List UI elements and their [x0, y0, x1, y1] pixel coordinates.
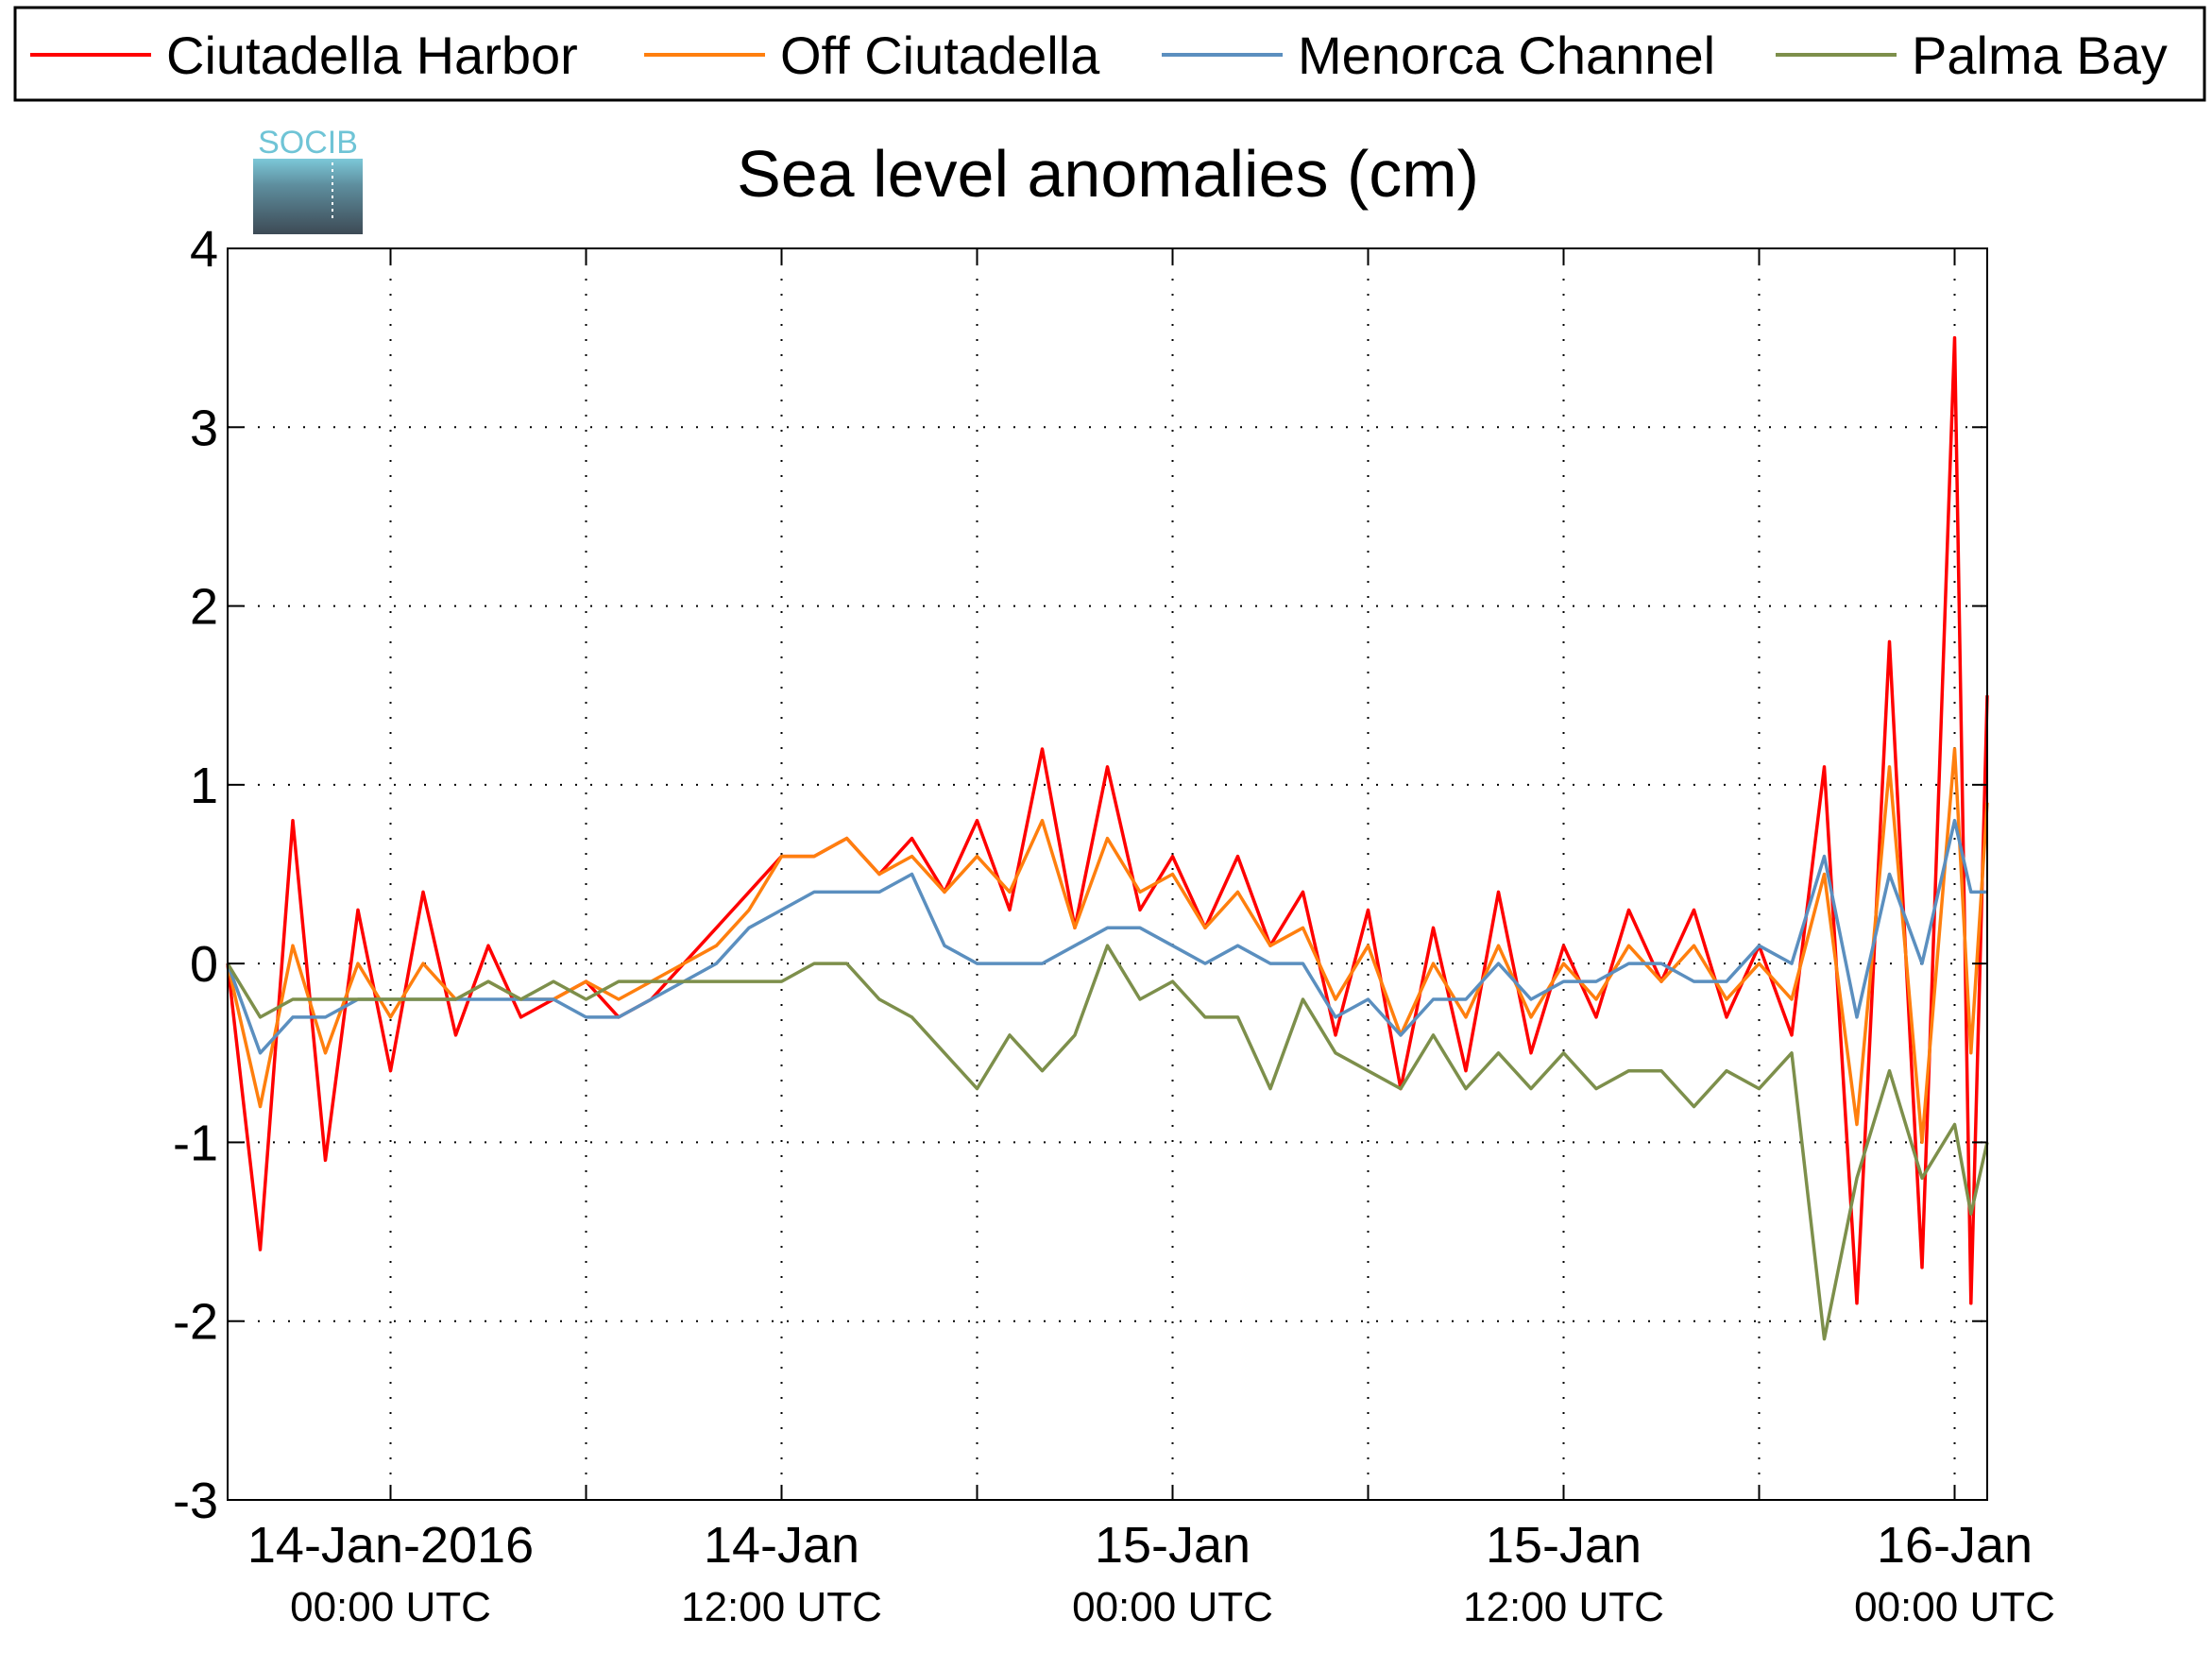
x-tick-date: 16-Jan — [1877, 1517, 2033, 1574]
y-tick-label: -2 — [173, 1294, 218, 1351]
logo-wave-block — [253, 159, 363, 234]
x-tick-date: 14-Jan-2016 — [247, 1517, 534, 1574]
y-tick-label: 1 — [190, 758, 218, 814]
x-axis: 14-Jan-2016 00:00 UTC 14-Jan 12:00 UTC 15-Ja… — [247, 248, 2055, 1630]
series-line-3 — [226, 818, 1987, 1055]
x-tick-time: 00:00 UTC — [290, 1584, 491, 1630]
series-line-4 — [226, 944, 1989, 1341]
y-axis: -3 -2 -1 0 1 2 3 4 — [173, 221, 1987, 1529]
legend-label: Off Ciutadella — [780, 26, 1100, 85]
legend-label: Palma Bay — [1912, 26, 2168, 85]
y-tick-label: -3 — [173, 1473, 218, 1529]
plot-frame — [227, 247, 1988, 1501]
grid — [228, 248, 1987, 1500]
legend-label: Ciutadella Harbor — [166, 26, 578, 85]
x-tick-date: 15-Jan — [1095, 1517, 1251, 1574]
socib-logo: SOCIB — [253, 125, 363, 234]
chart-title: Sea level anomalies (cm) — [737, 137, 1479, 211]
series-line-1 — [226, 335, 1989, 1305]
y-tick-label: 3 — [190, 400, 218, 456]
x-tick-time: 00:00 UTC — [1854, 1584, 2055, 1630]
x-tick-date: 14-Jan — [704, 1517, 859, 1574]
legend: Ciutadella Harbor Off Ciutadella Menorca C… — [30, 26, 2168, 85]
y-tick-label: 4 — [190, 221, 218, 278]
x-tick-time: 12:00 UTC — [681, 1584, 882, 1630]
legend-label: Menorca Channel — [1298, 26, 1715, 85]
y-tick-label: 0 — [190, 936, 218, 993]
y-tick-label: 2 — [190, 579, 218, 636]
x-tick-time: 00:00 UTC — [1072, 1584, 1273, 1630]
x-tick-date: 15-Jan — [1486, 1517, 1642, 1574]
x-tick-time: 12:00 UTC — [1463, 1584, 1664, 1630]
logo-text: SOCIB — [258, 125, 358, 161]
y-tick-label: -1 — [173, 1115, 218, 1171]
series-layer — [226, 335, 1989, 1341]
